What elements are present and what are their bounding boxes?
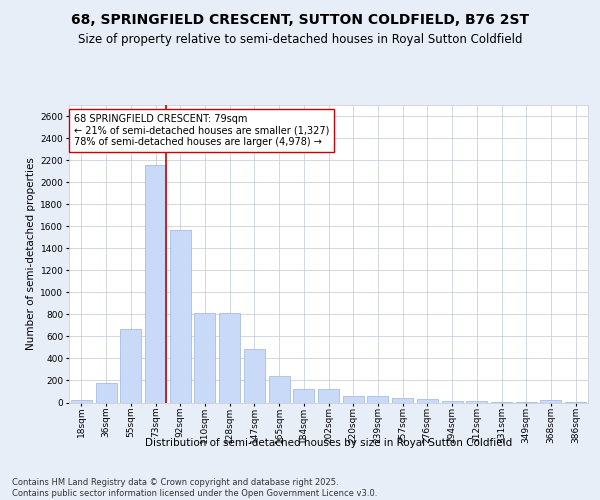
- Text: Size of property relative to semi-detached houses in Royal Sutton Coldfield: Size of property relative to semi-detach…: [78, 32, 522, 46]
- Bar: [442, 401, 463, 402]
- Bar: [367, 396, 388, 402]
- Bar: [145, 164, 166, 402]
- Bar: [293, 390, 314, 402]
- Text: Contains HM Land Registry data © Crown copyright and database right 2025.
Contai: Contains HM Land Registry data © Crown c…: [12, 478, 377, 498]
- Bar: [541, 400, 562, 402]
- Text: Distribution of semi-detached houses by size in Royal Sutton Coldfield: Distribution of semi-detached houses by …: [145, 438, 512, 448]
- Bar: [392, 398, 413, 402]
- Y-axis label: Number of semi-detached properties: Number of semi-detached properties: [26, 158, 36, 350]
- Bar: [95, 382, 116, 402]
- Text: 68, SPRINGFIELD CRESCENT, SUTTON COLDFIELD, B76 2ST: 68, SPRINGFIELD CRESCENT, SUTTON COLDFIE…: [71, 12, 529, 26]
- Bar: [219, 313, 240, 402]
- Bar: [343, 396, 364, 402]
- Bar: [318, 390, 339, 402]
- Bar: [269, 376, 290, 402]
- Bar: [194, 313, 215, 402]
- Bar: [71, 400, 92, 402]
- Bar: [244, 348, 265, 403]
- Bar: [170, 230, 191, 402]
- Text: 68 SPRINGFIELD CRESCENT: 79sqm
← 21% of semi-detached houses are smaller (1,327): 68 SPRINGFIELD CRESCENT: 79sqm ← 21% of …: [74, 114, 329, 147]
- Bar: [120, 328, 141, 402]
- Bar: [417, 399, 438, 402]
